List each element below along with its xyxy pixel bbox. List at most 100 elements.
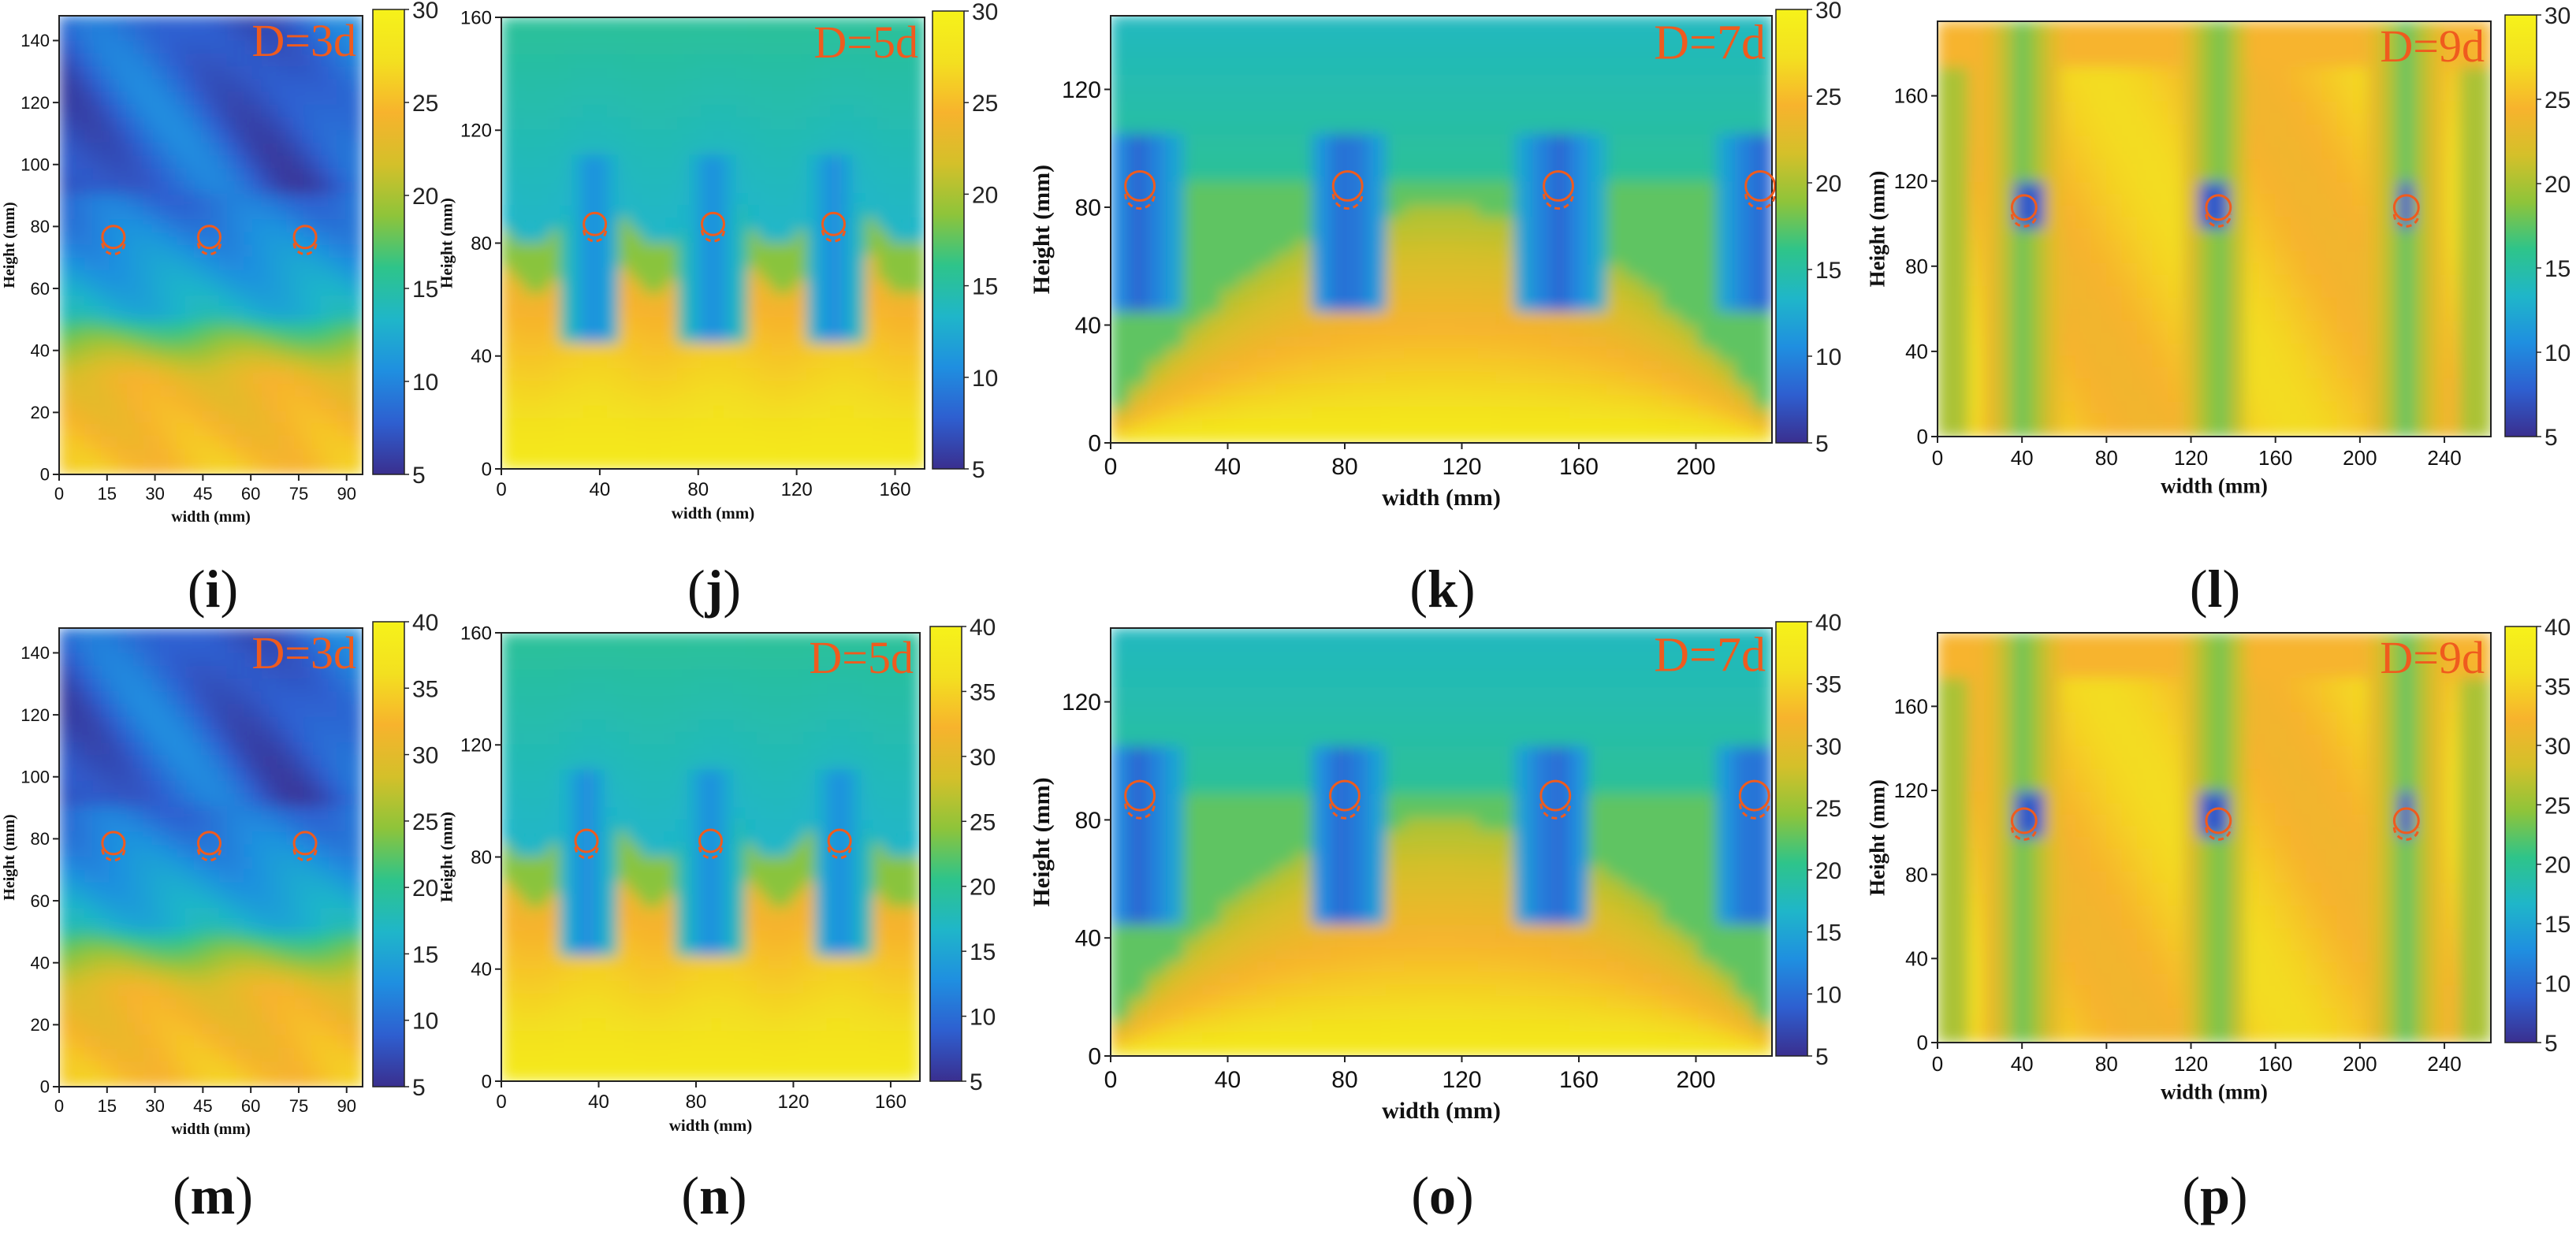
heatmap-cell <box>2244 332 2261 345</box>
heatmap-cell <box>1588 193 1608 206</box>
heatmap-cell <box>501 318 514 332</box>
heatmap-cell <box>59 143 69 157</box>
heatmap-cell <box>912 418 925 433</box>
heatmap-cell <box>227 359 237 374</box>
heatmap-cell <box>501 255 514 270</box>
heatmap-cell <box>2121 43 2139 57</box>
heatmap-cell <box>202 16 212 30</box>
heatmap-cell <box>2183 32 2200 46</box>
heatmap-cell <box>1386 86 1405 100</box>
heatmap-cell <box>618 92 632 106</box>
heatmap-cell <box>143 54 153 68</box>
heatmap-cell <box>689 305 702 319</box>
heatmap-cell <box>548 154 561 169</box>
y-axis-title-i: Height (mm) <box>1 202 18 288</box>
heatmap-cell <box>2045 355 2061 369</box>
heatmap-cell <box>501 92 514 106</box>
heatmap-cell <box>713 167 726 181</box>
heatmap-cell <box>1349 122 1369 136</box>
heatmap-cell <box>560 54 573 69</box>
heatmap-cell <box>1952 229 1969 242</box>
heatmap-cell <box>269 308 280 322</box>
heatmap-cell <box>2045 136 2061 150</box>
heatmap-cell <box>2168 43 2184 57</box>
heatmap-cell <box>2183 78 2200 91</box>
heatmap-cell <box>1716 336 1737 349</box>
heatmap-cell <box>2183 101 2200 115</box>
heatmap-cell <box>1312 252 1332 266</box>
heatmap-cell <box>1220 407 1241 420</box>
heatmap-cell <box>1983 378 2000 392</box>
heatmap-cell <box>1404 62 1424 76</box>
heatmap-cell <box>2198 274 2215 288</box>
heatmap-cell <box>2168 136 2184 150</box>
heatmap-cell <box>134 397 144 412</box>
heatmap-cell <box>294 385 305 399</box>
heatmap-cell <box>548 167 561 181</box>
heatmap-cell <box>501 267 514 282</box>
heatmap-cell <box>277 244 288 259</box>
heatmap-cell <box>59 244 69 259</box>
heatmap-cell <box>2060 401 2077 415</box>
heatmap-cell <box>210 155 221 169</box>
heatmap-cell <box>151 54 162 68</box>
heatmap-cell <box>665 104 679 119</box>
heatmap-cell <box>1998 297 2016 310</box>
heatmap-cell <box>1165 311 1186 325</box>
heatmap-cell <box>2014 413 2031 426</box>
heatmap-cell <box>168 283 178 297</box>
heatmap-cell <box>2168 240 2184 253</box>
heatmap-cell <box>1349 336 1369 349</box>
heatmap-cell <box>759 430 773 445</box>
heatmap-cell <box>1716 252 1737 266</box>
heatmap-cell <box>865 217 879 232</box>
heatmap-cell <box>320 436 330 450</box>
heatmap-cell <box>2198 401 2215 415</box>
heatmap-cell <box>294 16 305 30</box>
heatmap-cell <box>2229 262 2246 277</box>
heatmap-cell <box>1716 181 1737 195</box>
heatmap-cell <box>524 42 538 56</box>
heatmap-cell <box>202 346 212 361</box>
heatmap-cell <box>2121 21 2139 34</box>
heatmap-cell <box>353 410 363 425</box>
heatmap-cell <box>59 193 69 208</box>
heatmap-cell <box>2183 170 2200 184</box>
heatmap-cell <box>1588 276 1608 290</box>
heatmap-cell <box>854 142 867 157</box>
heatmap-cell <box>2121 424 2139 437</box>
heatmap-cell <box>1952 389 1969 403</box>
heatmap-cell <box>1550 229 1571 243</box>
heatmap-cell <box>236 130 246 144</box>
heatmap-cell <box>193 372 203 386</box>
heatmap-cell <box>353 283 363 297</box>
heatmap-cell <box>1550 134 1571 147</box>
heatmap-cell <box>1477 181 1498 195</box>
heatmap-cell <box>269 296 280 310</box>
heatmap-cell <box>783 292 796 307</box>
heatmap-cell <box>92 308 102 322</box>
heatmap-cell <box>2229 344 2246 357</box>
heatmap-cell <box>2244 113 2261 126</box>
heatmap-cell <box>353 232 363 246</box>
heatmap-cell <box>117 193 128 208</box>
heatmap-cell <box>912 180 925 194</box>
heatmap-cell <box>1606 407 1626 420</box>
heatmap-cell <box>1441 205 1461 218</box>
heatmap-cell <box>1367 383 1387 396</box>
heatmap-cell <box>345 40 356 55</box>
heatmap-cell <box>286 257 296 272</box>
heatmap-cell <box>1128 110 1148 124</box>
heatmap-cell <box>337 436 347 450</box>
heatmap-cell <box>560 318 573 332</box>
heatmap-cell <box>2090 194 2108 207</box>
heatmap-cell <box>1367 193 1387 206</box>
heatmap-cell <box>888 305 903 319</box>
heatmap-cell <box>1550 359 1571 373</box>
heatmap-cell <box>571 381 585 395</box>
heatmap-cell <box>109 117 119 132</box>
heatmap-cell <box>842 305 855 319</box>
heatmap-cell <box>159 308 170 322</box>
heatmap-cell <box>1661 217 1681 230</box>
heatmap-cell <box>184 79 195 93</box>
